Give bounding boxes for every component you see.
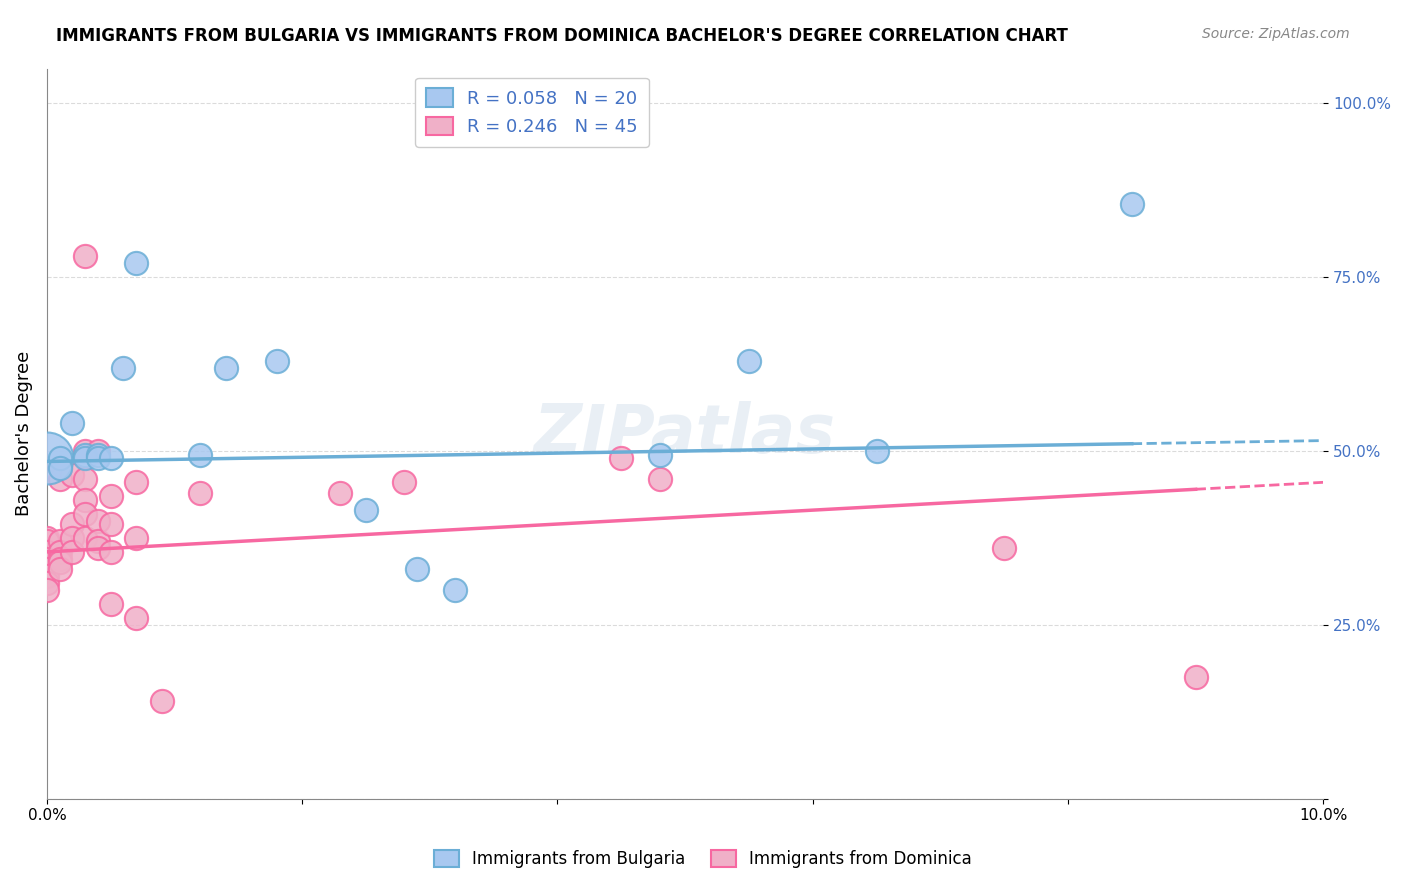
Point <box>188 448 211 462</box>
Point <box>48 450 70 465</box>
Point <box>48 562 70 576</box>
Point <box>35 545 58 559</box>
Point <box>125 475 148 490</box>
Point <box>87 448 110 462</box>
Point <box>62 516 84 531</box>
Point <box>62 416 84 430</box>
Point <box>354 503 377 517</box>
Point <box>75 249 97 263</box>
Y-axis label: Bachelor's Degree: Bachelor's Degree <box>15 351 32 516</box>
Point <box>48 461 70 475</box>
Point <box>35 555 58 569</box>
Point <box>75 531 97 545</box>
Point <box>738 353 761 368</box>
Point <box>266 353 288 368</box>
Text: IMMIGRANTS FROM BULGARIA VS IMMIGRANTS FROM DOMINICA BACHELOR'S DEGREE CORRELATI: IMMIGRANTS FROM BULGARIA VS IMMIGRANTS F… <box>56 27 1069 45</box>
Point <box>648 472 671 486</box>
Point <box>87 534 110 549</box>
Point <box>329 485 352 500</box>
Point <box>125 531 148 545</box>
Point <box>75 448 97 462</box>
Point <box>48 551 70 566</box>
Point <box>48 461 70 475</box>
Point <box>87 541 110 556</box>
Point <box>125 611 148 625</box>
Point <box>1184 670 1206 684</box>
Point <box>87 450 110 465</box>
Point <box>35 569 58 583</box>
Point <box>48 545 70 559</box>
Point <box>112 360 135 375</box>
Point <box>406 562 429 576</box>
Point <box>35 551 58 566</box>
Point <box>394 475 416 490</box>
Point <box>48 534 70 549</box>
Point <box>75 507 97 521</box>
Point <box>35 531 58 545</box>
Point <box>1121 197 1143 211</box>
Point <box>35 583 58 598</box>
Point <box>610 450 633 465</box>
Point <box>62 468 84 483</box>
Point <box>125 256 148 270</box>
Point <box>62 545 84 559</box>
Point <box>48 472 70 486</box>
Point <box>444 583 467 598</box>
Point <box>188 485 211 500</box>
Point <box>62 531 84 545</box>
Point <box>214 360 236 375</box>
Point <box>35 562 58 576</box>
Point <box>100 489 122 503</box>
Text: ZIPatlas: ZIPatlas <box>534 401 837 467</box>
Point <box>100 597 122 611</box>
Point <box>150 694 173 708</box>
Point <box>865 444 887 458</box>
Point <box>993 541 1015 556</box>
Point <box>48 555 70 569</box>
Point <box>648 448 671 462</box>
Point <box>75 444 97 458</box>
Point <box>100 516 122 531</box>
Point <box>35 450 58 465</box>
Point <box>35 534 58 549</box>
Point <box>100 450 122 465</box>
Point <box>75 450 97 465</box>
Point <box>35 576 58 591</box>
Point <box>75 492 97 507</box>
Point <box>87 514 110 528</box>
Point <box>100 545 122 559</box>
Legend: Immigrants from Bulgaria, Immigrants from Dominica: Immigrants from Bulgaria, Immigrants fro… <box>427 843 979 875</box>
Legend: R = 0.058   N = 20, R = 0.246   N = 45: R = 0.058 N = 20, R = 0.246 N = 45 <box>415 78 648 147</box>
Point <box>75 472 97 486</box>
Text: Source: ZipAtlas.com: Source: ZipAtlas.com <box>1202 27 1350 41</box>
Point <box>87 444 110 458</box>
